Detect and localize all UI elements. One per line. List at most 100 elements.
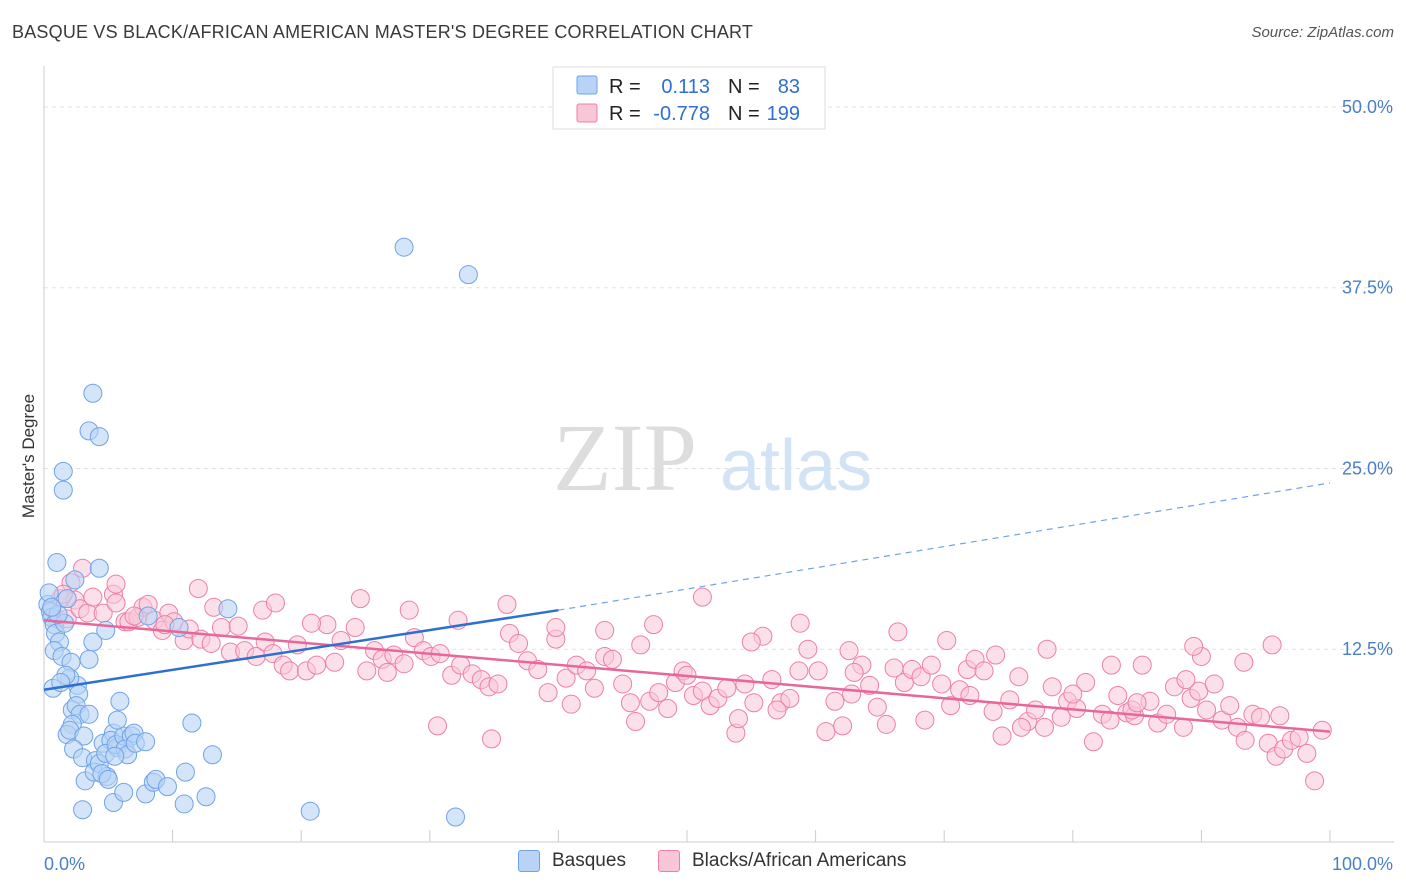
point-blacks	[1132, 655, 1152, 675]
point-basques	[110, 691, 130, 711]
point-blacks	[649, 683, 669, 703]
x-tick-label-min: 0.0%	[44, 854, 85, 874]
y-tick-label: 37.5%	[1342, 278, 1393, 298]
point-blacks	[833, 716, 853, 736]
point-blacks	[428, 716, 448, 736]
point-blacks	[1176, 670, 1196, 690]
legend-n-value-1: 199	[767, 103, 800, 125]
point-blacks	[1204, 674, 1224, 694]
point-blacks	[201, 633, 221, 653]
point-blacks	[577, 661, 597, 681]
point-blacks	[357, 661, 377, 681]
point-blacks	[528, 659, 548, 679]
point-blacks	[692, 587, 712, 607]
pink-points-layer	[42, 558, 1332, 791]
point-blacks	[1042, 677, 1062, 697]
point-blacks	[488, 674, 508, 694]
point-blacks	[280, 661, 300, 681]
legend-swatch-blacks	[658, 850, 680, 872]
point-blacks	[767, 700, 787, 720]
point-blacks	[808, 661, 828, 681]
point-basques	[136, 732, 156, 752]
x-tick-label-max: 100.0%	[1332, 854, 1393, 874]
point-blacks	[211, 618, 231, 638]
axis-layer	[43, 66, 1394, 843]
point-blacks	[1184, 636, 1204, 656]
point-blacks	[915, 710, 935, 730]
legend-box: R = 0.113 N = 83 R = -0.778 N = 199	[552, 66, 826, 130]
watermark-zip: ZIP	[553, 404, 697, 511]
point-blacks	[595, 620, 615, 640]
legend-r-label-0: R =	[609, 76, 641, 98]
point-blacks	[816, 722, 836, 742]
point-blacks	[301, 613, 321, 633]
point-blacks	[658, 699, 678, 719]
point-blacks	[1000, 690, 1020, 710]
point-blacks	[1101, 655, 1121, 675]
legend-swatch-pink	[576, 103, 598, 123]
point-basques	[300, 801, 320, 821]
legend-r-label-1: R =	[609, 103, 641, 125]
source-label: Source: ZipAtlas.com	[1251, 24, 1394, 41]
point-blacks	[561, 694, 581, 714]
point-basques	[73, 800, 93, 820]
point-blacks	[325, 652, 345, 672]
point-basques	[157, 777, 177, 797]
point-blacks	[1157, 704, 1177, 724]
point-blacks	[644, 615, 664, 635]
point-blacks	[1251, 707, 1271, 727]
point-basques	[175, 762, 195, 782]
point-blacks	[1173, 717, 1193, 737]
point-blacks	[613, 674, 633, 694]
point-basques	[174, 794, 194, 814]
legend-swatch-basques	[518, 850, 540, 872]
point-blacks	[626, 712, 646, 732]
point-blacks	[1297, 743, 1317, 763]
point-basques	[202, 745, 222, 765]
point-basques	[394, 237, 414, 257]
trend-line-blacks	[43, 619, 1331, 733]
legend-n-value-0: 83	[778, 76, 800, 98]
point-basques	[89, 558, 109, 578]
point-basques	[79, 649, 99, 669]
point-blacks	[1037, 639, 1057, 659]
point-blacks	[941, 696, 961, 716]
point-basques	[83, 383, 103, 403]
legend-r-value-0: 0.113	[661, 76, 710, 98]
point-blacks	[307, 655, 327, 675]
point-blacks	[631, 635, 651, 655]
point-blacks	[735, 674, 755, 694]
bottom-legend-blacks: Blacks/African Americans	[658, 850, 906, 872]
point-blacks	[1083, 732, 1103, 752]
point-blacks	[538, 683, 558, 703]
point-blacks	[789, 661, 809, 681]
trend-line-basques-extension	[558, 482, 1331, 611]
point-blacks	[1235, 730, 1255, 750]
point-blacks	[345, 618, 365, 638]
point-blacks	[509, 633, 529, 653]
point-blacks	[876, 714, 896, 734]
point-blacks	[1127, 693, 1147, 713]
point-blacks	[228, 616, 248, 636]
point-blacks	[741, 632, 761, 652]
y-tick-label: 12.5%	[1342, 639, 1393, 659]
point-blacks	[842, 684, 862, 704]
point-blacks	[1076, 672, 1096, 692]
point-blacks	[825, 691, 845, 711]
chart-title: BASQUE VS BLACK/AFRICAN AMERICAN MASTER'…	[12, 22, 754, 42]
point-basques	[196, 787, 216, 807]
point-blacks	[844, 662, 864, 682]
point-blacks	[265, 593, 285, 613]
point-blacks	[1305, 771, 1325, 791]
trend-line-basques	[43, 608, 559, 691]
point-blacks	[744, 693, 764, 713]
point-blacks	[106, 593, 126, 613]
legend-label-basques: Basques	[552, 850, 626, 871]
point-blacks	[1009, 667, 1029, 687]
point-blacks	[974, 661, 994, 681]
point-basques	[169, 618, 189, 638]
point-blacks	[1289, 727, 1309, 747]
point-basques	[114, 782, 134, 802]
point-basques	[65, 570, 85, 590]
